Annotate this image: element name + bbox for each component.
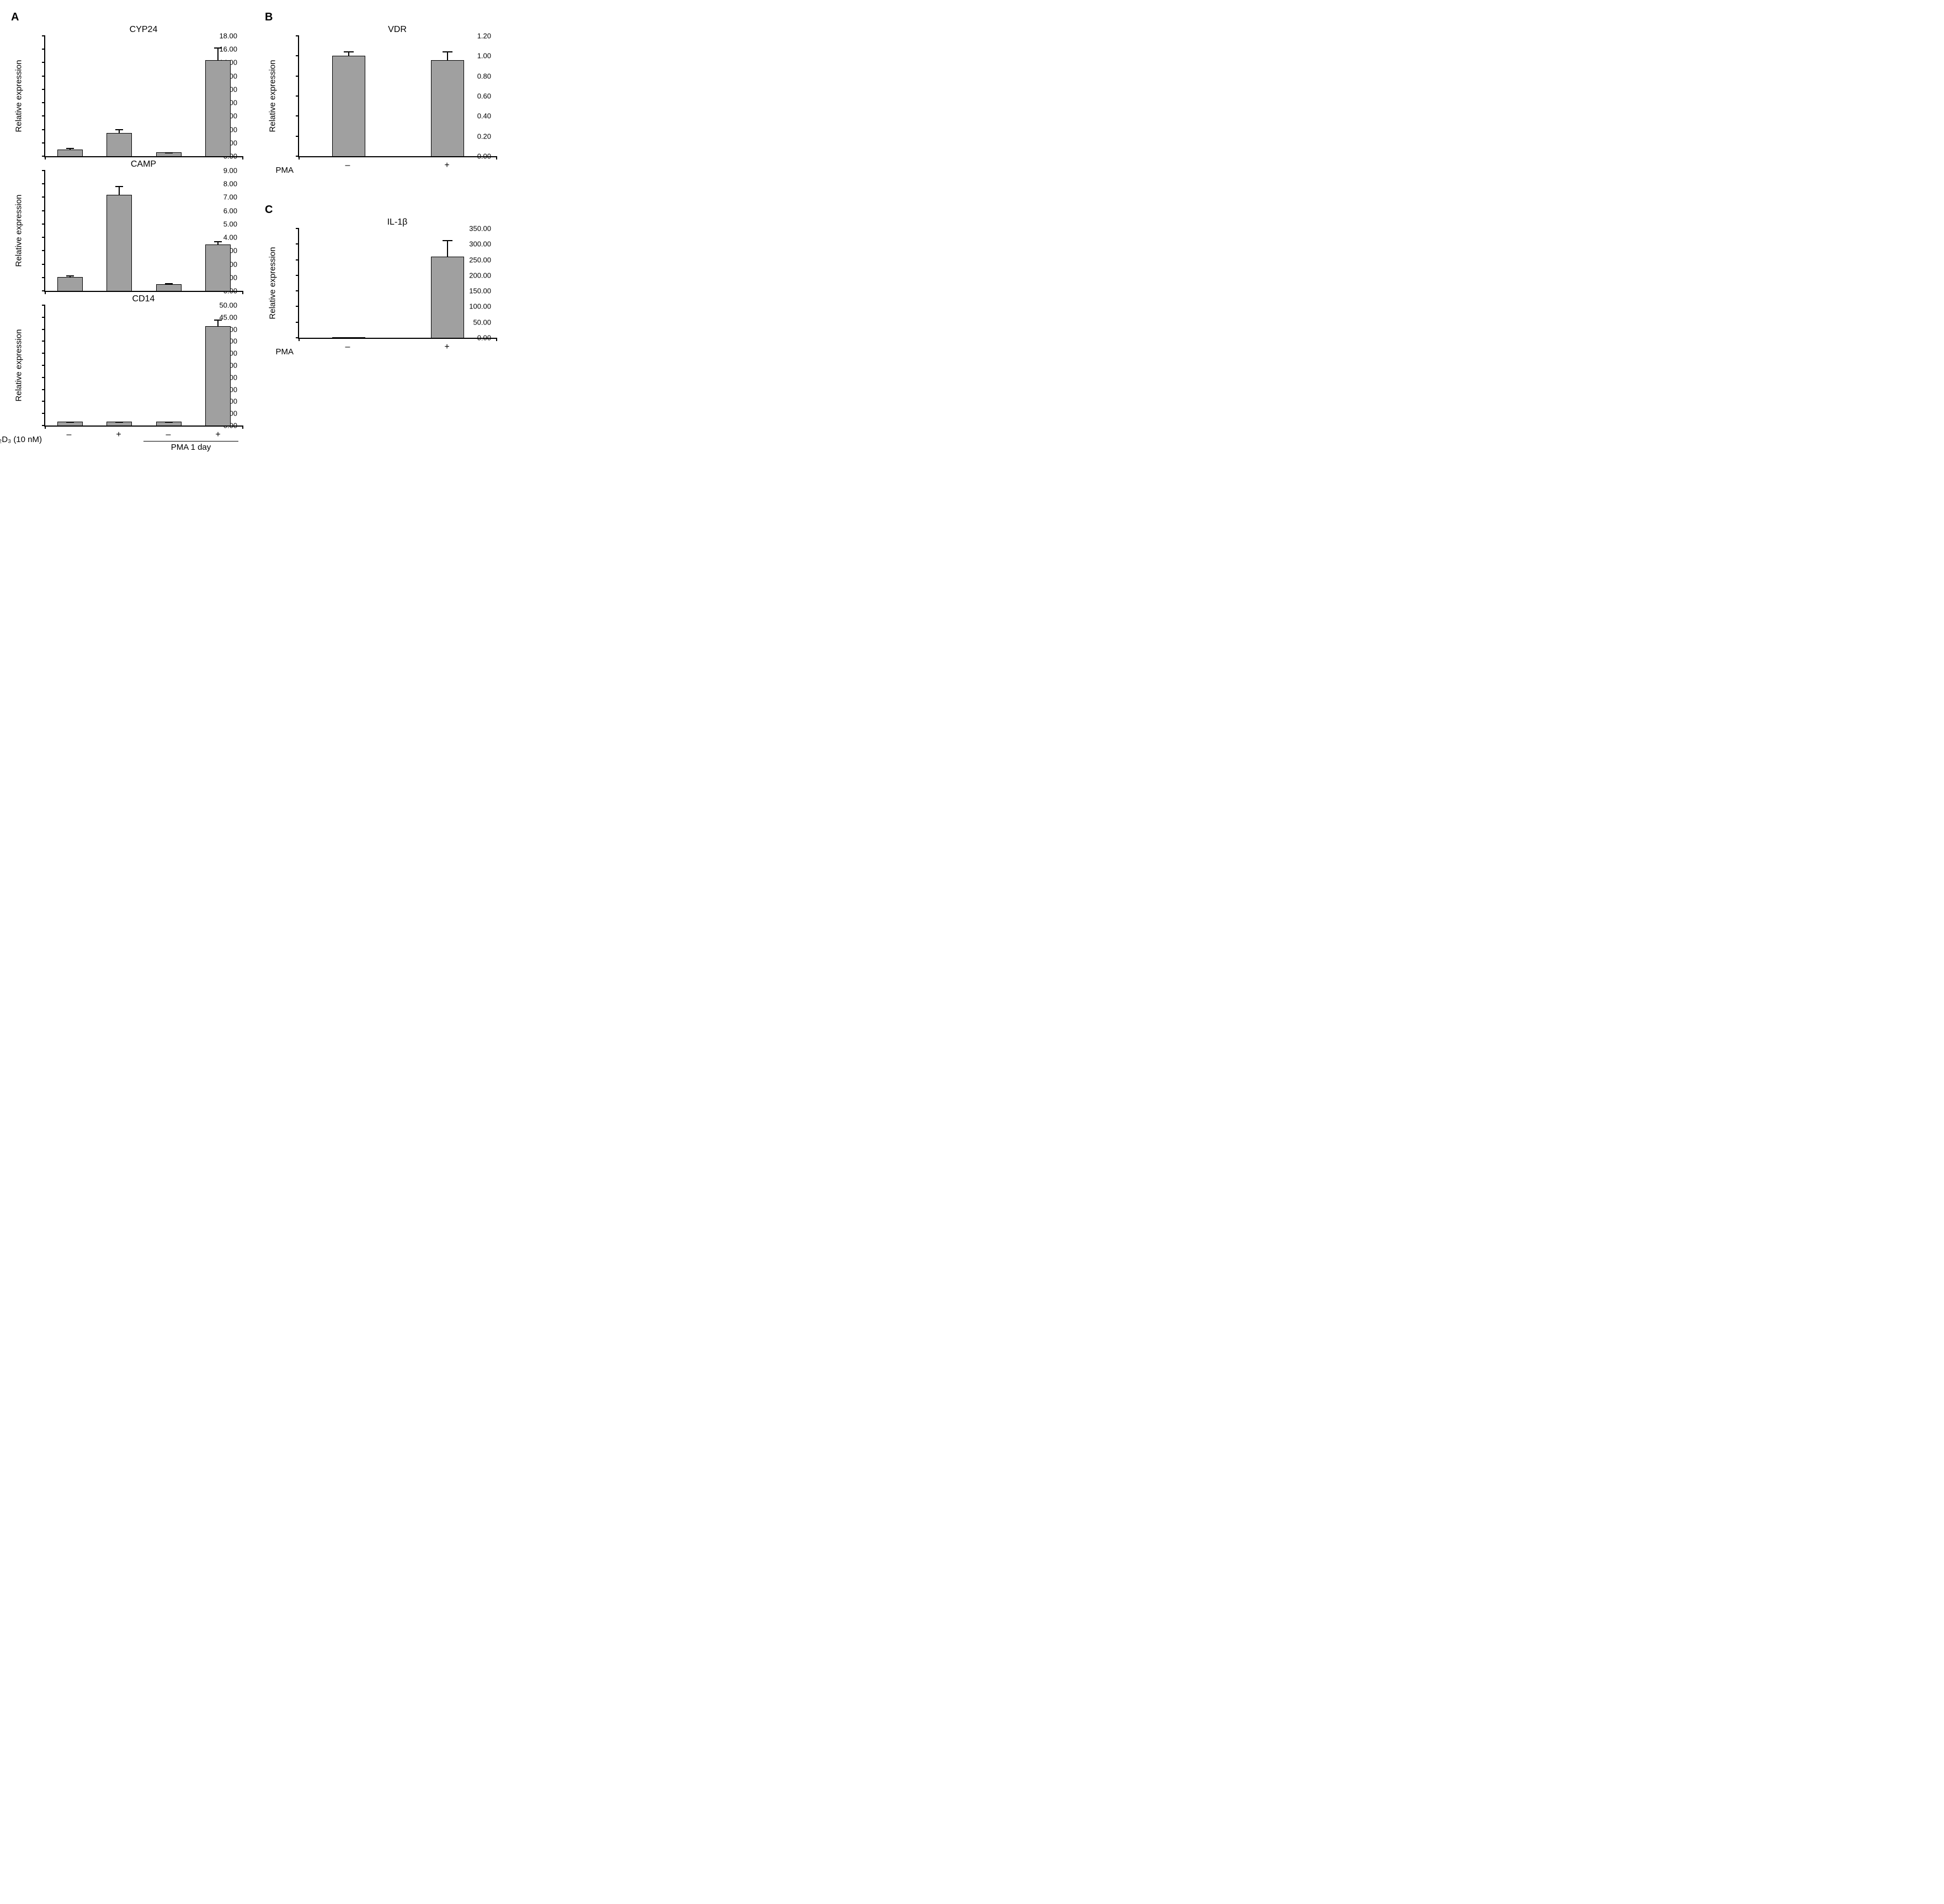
y-axis-label: Relative expression — [268, 60, 278, 132]
bar-slot — [398, 36, 497, 156]
bar-slot — [194, 36, 243, 156]
bar-slot — [45, 305, 95, 426]
pma-mark: – — [298, 161, 397, 171]
figure: ACYP24Relative expression0.002.004.006.0… — [11, 11, 1933, 452]
bar-slot — [95, 305, 145, 426]
chart-vdr: VDRRelative expression0.000.200.400.600.… — [265, 25, 497, 157]
treatment-mark: – — [143, 430, 193, 440]
chart-camp: CAMP Relative expression0.001.002.003.004… — [11, 159, 243, 292]
bar-slot — [45, 36, 95, 156]
bar-slot — [144, 305, 194, 426]
chart-title: CAMP — [11, 159, 243, 169]
error-bar — [217, 47, 219, 60]
error-bar — [70, 275, 71, 278]
bar — [205, 326, 231, 426]
bar — [431, 60, 464, 156]
treatment-label: 1,25 (OH)₂D₃ (10 nM) — [0, 435, 42, 444]
bar — [332, 56, 365, 156]
error-bar — [168, 152, 169, 153]
chart-cd14: CD14Relative expression0.005.0010.0015.0… — [11, 294, 243, 427]
left-column: ACYP24Relative expression0.002.004.006.0… — [11, 11, 243, 452]
bar-slot — [299, 228, 398, 338]
bar-slot — [45, 171, 95, 291]
y-axis-label: Relative expression — [14, 195, 24, 267]
bar-slot — [194, 171, 243, 291]
error-bar — [348, 51, 349, 56]
bar — [106, 422, 132, 426]
pma-mark: + — [397, 342, 497, 352]
pma-mark: – — [298, 342, 397, 352]
treatment-mark: + — [94, 430, 143, 440]
error-bar — [119, 129, 120, 133]
bar — [205, 60, 231, 156]
plot-area: Relative expression0.000.200.400.600.801… — [298, 36, 497, 157]
pma-mark: + — [397, 161, 497, 171]
chart-title: CD14 — [11, 294, 243, 304]
bar — [205, 244, 231, 291]
x-axis-pma: PMA–+ — [298, 161, 497, 171]
panel-label-c: C — [265, 204, 497, 216]
bar-slot — [95, 171, 145, 291]
chart-title: IL-1β — [265, 217, 497, 227]
right-column: BVDRRelative expression0.000.200.400.600… — [265, 11, 497, 452]
error-bar — [217, 320, 219, 327]
y-axis-label: Relative expression — [268, 247, 278, 320]
plot-area: Relative expression0.0050.00100.00150.00… — [298, 228, 497, 339]
bar — [106, 133, 132, 156]
pma-group-label: PMA 1 day — [143, 441, 238, 452]
panel-label-b: B — [265, 11, 497, 24]
pma-label: PMA — [275, 347, 294, 357]
bar-slot — [299, 36, 398, 156]
chart-title: VDR — [265, 25, 497, 35]
bar — [156, 152, 182, 156]
bar — [57, 150, 83, 156]
plot-area: Relative expression0.001.002.003.004.005… — [44, 171, 243, 292]
y-axis-label: Relative expression — [14, 329, 24, 402]
error-bar — [447, 51, 448, 61]
bar — [156, 422, 182, 426]
bar — [156, 284, 182, 291]
panel-label-a: A — [11, 11, 243, 24]
bar-slot — [144, 171, 194, 291]
bar — [106, 195, 132, 291]
error-bar — [217, 241, 219, 245]
error-bar — [119, 186, 120, 195]
bar-slot — [95, 36, 145, 156]
bar-slot — [398, 228, 497, 338]
x-axis-pma: PMA–+ — [298, 342, 497, 352]
chart-cyp24: CYP24Relative expression0.002.004.006.00… — [11, 25, 243, 157]
treatment-mark: + — [193, 430, 243, 440]
chart-il-1-: IL-1βRelative expression0.0050.00100.001… — [265, 217, 497, 339]
plot-area: Relative expression0.002.004.006.008.001… — [44, 36, 243, 157]
error-bar — [70, 148, 71, 150]
bar — [332, 337, 365, 338]
error-bar — [447, 240, 448, 257]
pma-label: PMA — [275, 166, 294, 175]
y-axis-label: Relative expression — [14, 60, 24, 132]
error-bar — [168, 283, 169, 285]
treatment-mark: – — [44, 430, 94, 440]
x-axis-treatments: 1,25 (OH)₂D₃ (10 nM)–+–+PMA 1 day — [44, 430, 243, 452]
bar — [431, 257, 464, 338]
plot-area: Relative expression0.005.0010.0015.0020.… — [44, 305, 243, 427]
bar-slot — [194, 305, 243, 426]
chart-title: CYP24 — [11, 25, 243, 35]
bar-slot — [144, 36, 194, 156]
bar — [57, 422, 83, 426]
bar — [57, 277, 83, 291]
